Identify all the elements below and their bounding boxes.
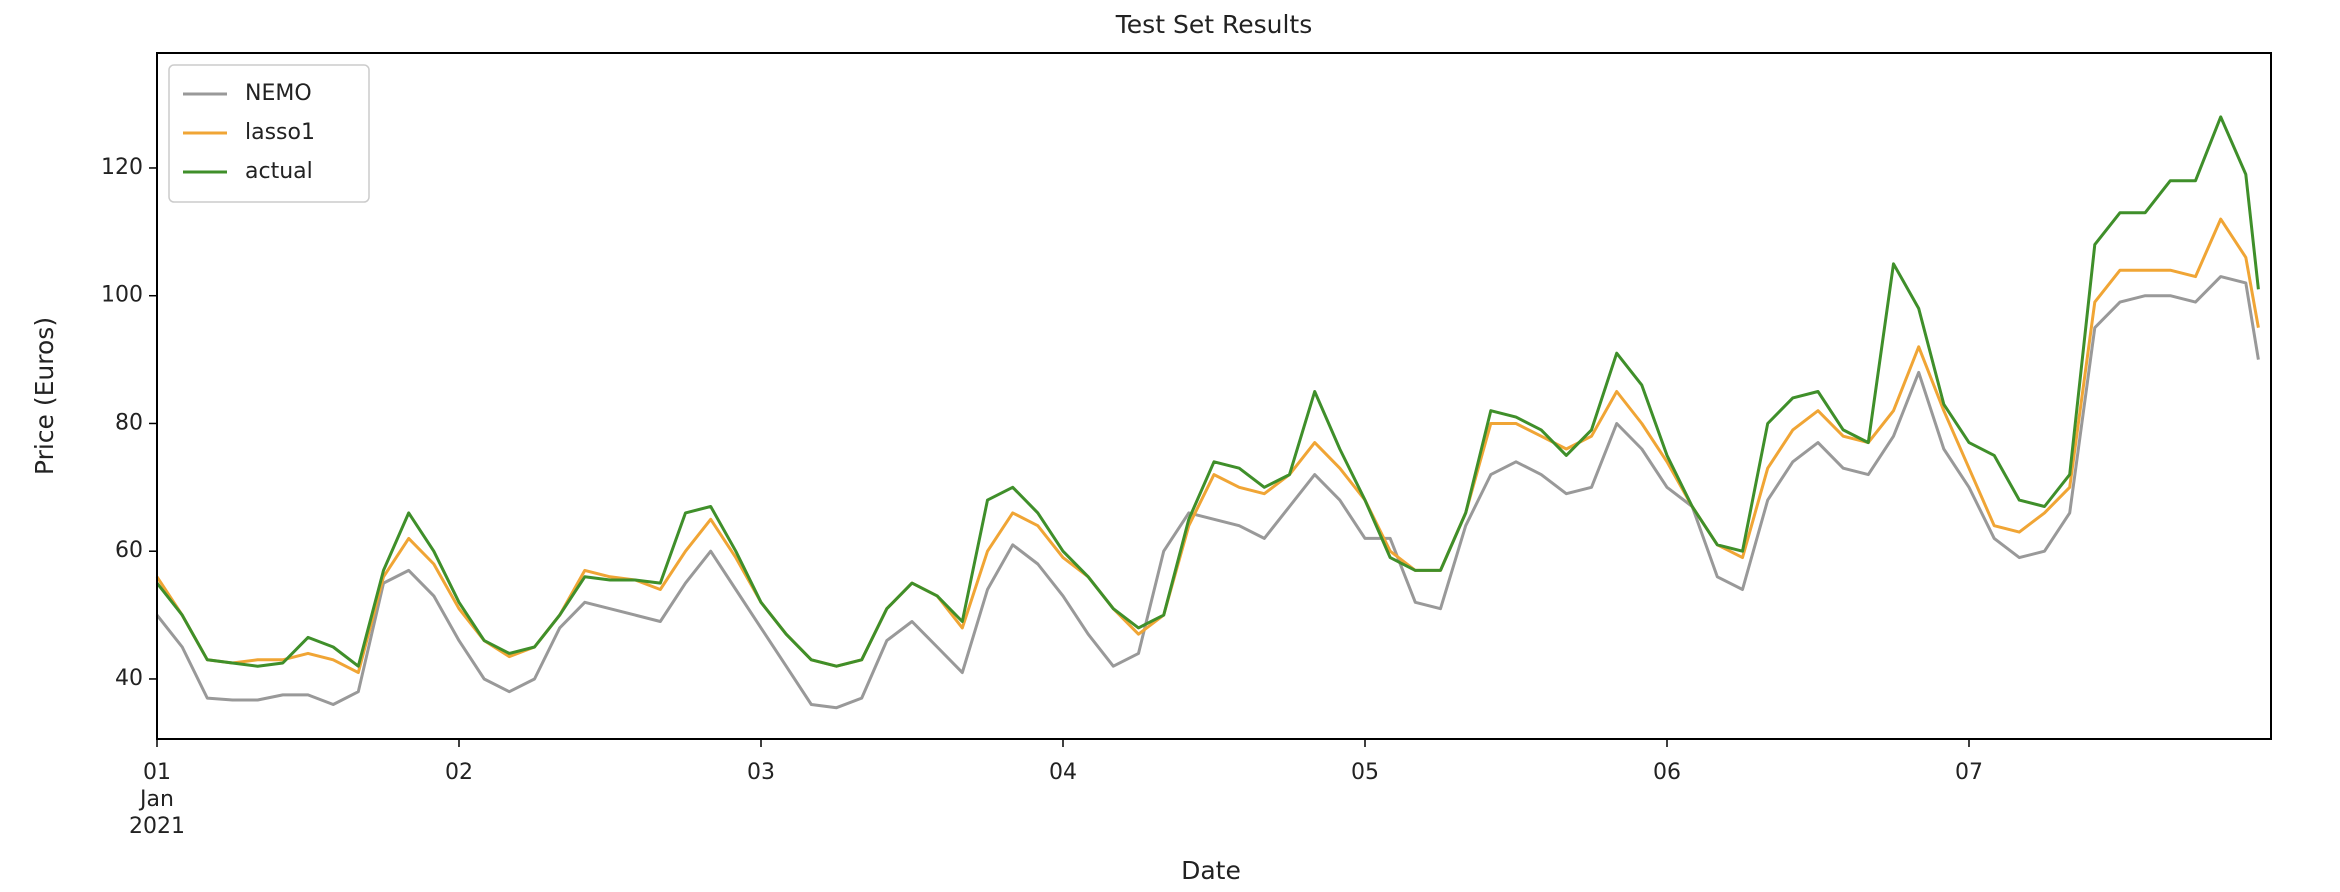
x-tick-label: 03 (747, 760, 775, 785)
y-tick-label: 80 (115, 410, 143, 435)
series-line (155, 275, 2260, 710)
chart-title: Test Set Results (1115, 10, 1312, 39)
x-tick-label: 06 (1653, 760, 1681, 785)
x-tick-label: 04 (1049, 760, 1077, 785)
x-tick-label: 02 (445, 760, 473, 785)
series-line (155, 115, 2260, 668)
x-tick-label: 01 Jan 2021 (129, 760, 185, 839)
x-tick-label: 07 (1955, 760, 1983, 785)
y-tick-label: 60 (115, 538, 143, 563)
legend-box (168, 64, 370, 203)
legend-label: actual (245, 159, 313, 184)
series-line (155, 217, 2260, 675)
plot-frame (156, 52, 2272, 740)
y-tick-label: 40 (115, 666, 143, 691)
y-axis-label: Price (Euros) (30, 317, 59, 475)
legend-label: lasso1 (245, 120, 315, 145)
x-tick-label: 05 (1351, 760, 1379, 785)
y-tick-label: 120 (101, 155, 143, 180)
y-tick-label: 100 (101, 283, 143, 308)
x-axis-label: Date (1181, 856, 1241, 885)
legend-label: NEMO (245, 81, 312, 106)
